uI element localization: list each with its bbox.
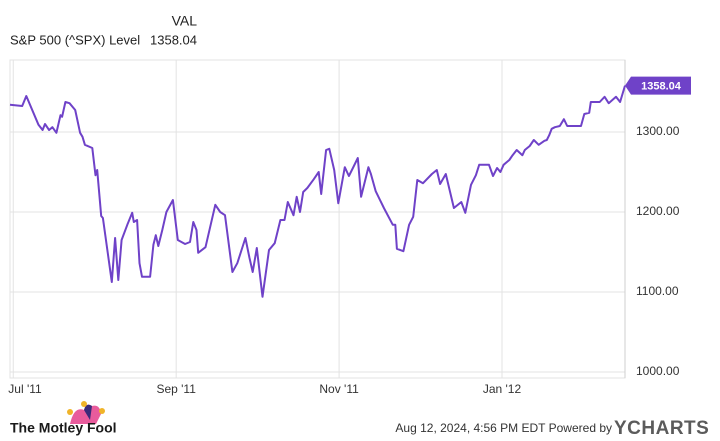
y-tick-label: 1300.00 [636,124,680,138]
y-tick-label: 1000.00 [636,364,680,378]
value-header: VAL [172,13,198,29]
x-tick-label: Jan '12 [483,382,522,396]
motley-fool-logo [67,401,105,424]
y-tick-label: 1200.00 [636,204,680,218]
x-tick-label: Jul '11 [8,382,42,396]
x-tick-label: Sep '11 [156,382,196,396]
brand: The Motley Fool [10,420,117,436]
header-value: 1358.04 [150,32,197,47]
x-tick-label: Nov '11 [319,382,359,396]
series-line [9,85,626,298]
last-value-badge [625,76,691,95]
series-name: S&P 500 (^SPX) Level [10,32,140,47]
last-value-label: 1358.04 [641,80,682,92]
y-tick-label: 1100.00 [636,284,679,298]
provider-logo: YCHARTS [614,418,709,439]
timestamp: Aug 12, 2024, 4:56 PM EDT Powered by [395,421,612,435]
